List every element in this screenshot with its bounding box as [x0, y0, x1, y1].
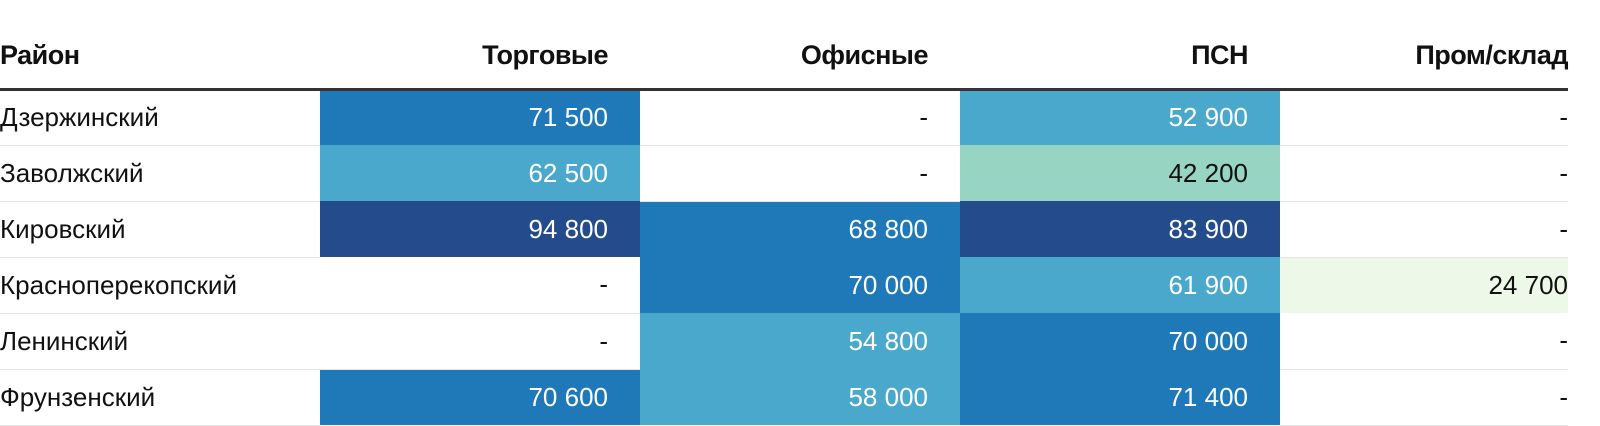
value-cell: 24 700 — [1280, 257, 1568, 313]
value-cell: - — [640, 145, 960, 202]
district-name-cell: Дзержинский — [0, 89, 320, 146]
value-cell: 70 600 — [320, 369, 640, 425]
table-row: Заволжский 62 500-42 200- — [0, 145, 1568, 202]
table-row: Кировский 94 800 68 800 83 900- — [0, 201, 1568, 258]
value-cell: 94 800 — [320, 201, 640, 257]
value-cell: 71 500 — [320, 89, 640, 145]
value-cell: - — [320, 313, 640, 370]
value-cell: - — [640, 89, 960, 146]
value-cell: 71 400 — [960, 369, 1280, 425]
table-row: Дзержинский 71 500-52 900- — [0, 89, 1568, 146]
value-cell: - — [1280, 201, 1568, 258]
table-row: Красноперекопский -70 000 61 900 24 700 — [0, 257, 1568, 314]
value-cell: - — [1280, 313, 1568, 370]
value-cell: 70 000 — [640, 257, 960, 313]
table-row: Ленинский -54 800 70 000- — [0, 313, 1568, 370]
district-name-cell: Фрунзенский — [0, 369, 320, 426]
column-header-industrial-warehouse[interactable]: Пром/склад — [1280, 0, 1569, 91]
value-cell: - — [1280, 369, 1568, 426]
value-cell: - — [320, 257, 640, 314]
value-cell: - — [1280, 89, 1568, 146]
district-name-cell: Заволжский — [0, 145, 320, 202]
column-header-retail[interactable]: Торговые — [320, 0, 640, 91]
value-cell: 62 500 — [320, 145, 640, 201]
value-cell: 52 900 — [960, 89, 1280, 145]
value-cell: 54 800 — [640, 313, 960, 369]
table-row: Фрунзенский 70 600 58 000 71 400- — [0, 369, 1568, 426]
value-cell: 70 000 — [960, 313, 1280, 369]
column-header-district[interactable]: Район — [0, 0, 320, 91]
value-cell: 68 800 — [640, 201, 960, 257]
value-cell: 83 900 — [960, 201, 1280, 257]
table-body: Дзержинский 71 500-52 900- Заволжский 62 50… — [0, 89, 1568, 426]
value-cell: 61 900 — [960, 257, 1280, 313]
value-cell: 42 200 — [960, 145, 1280, 201]
district-name-cell: Ленинский — [0, 313, 320, 370]
value-cell: 58 000 — [640, 369, 960, 425]
value-cell: - — [1280, 145, 1568, 202]
district-name-cell: Красноперекопский — [0, 257, 320, 314]
column-header-office[interactable]: Офисные — [640, 0, 960, 91]
district-name-cell: Кировский — [0, 201, 320, 258]
table-header-row: Район Торговые Офисные ПСН Пром/склад — [0, 0, 1569, 91]
column-header-psn[interactable]: ПСН — [960, 0, 1280, 91]
